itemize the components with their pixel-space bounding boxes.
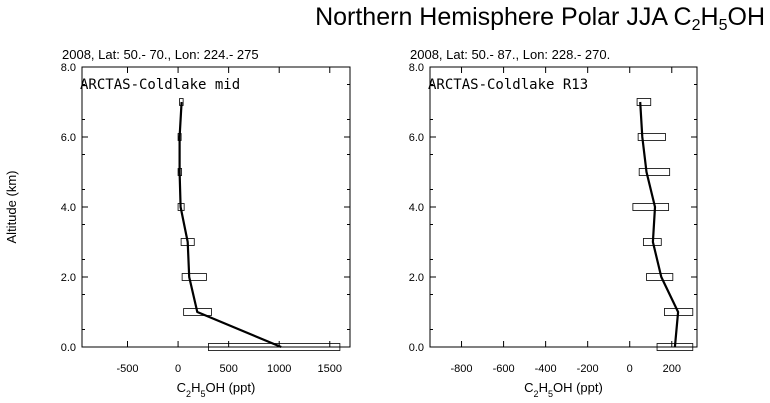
panel1-y-tick-label: 4.0 <box>61 202 76 214</box>
panel1-x-axis-label: C2H5OH (ppt) <box>177 380 256 399</box>
panel1-x-tick-label: 0 <box>175 363 181 375</box>
panel2-x-tick-label: 0 <box>627 363 633 375</box>
panel2-annotation: ARCTAS-Coldlake R13 <box>428 77 588 93</box>
panel2-x-tick-label: -400 <box>535 363 557 375</box>
panel1-x-tick-label: 500 <box>219 363 237 375</box>
panel2-y-tick-label: 2.0 <box>409 272 424 284</box>
panel1-subtitle: 2008, Lat: 50.- 70., Lon: 224.- 275 <box>62 47 259 62</box>
panel2-x-tick-label: -200 <box>577 363 599 375</box>
panel2-x-tick-label: -800 <box>451 363 473 375</box>
panel1-y-tick-label: 0.0 <box>61 342 76 354</box>
panel1-y-axis-label: Altitude (km) <box>4 171 19 244</box>
panel1-plot-frame <box>81 66 351 348</box>
panel1-annotation: ARCTAS-Coldlake mid <box>80 77 240 93</box>
panel2-x-tick-label: 200 <box>663 363 681 375</box>
panel2-range-box <box>632 203 670 211</box>
panel2-profile-line <box>639 101 680 348</box>
panel2-y-tick-label: 6.0 <box>409 132 424 144</box>
panel1-range-box <box>181 273 207 281</box>
panel2-y-tick-label: 4.0 <box>409 202 424 214</box>
panel2-plot-frame <box>429 66 698 348</box>
panel2-y-tick-label: 0.0 <box>409 342 424 354</box>
panel2-y-tick-label: 8.0 <box>409 62 424 74</box>
panel1-x-tick-label: 1500 <box>318 363 342 375</box>
panel2-range-box <box>636 98 652 106</box>
panel1-x-tick-label: -500 <box>116 363 138 375</box>
panel2-x-axis-label: C2H5OH (ppt) <box>524 380 603 399</box>
panel1-y-tick-label: 8.0 <box>61 62 76 74</box>
panel2-x-tick-label: -600 <box>493 363 515 375</box>
panel1-profile-line <box>178 101 282 349</box>
panel1-y-tick-label: 6.0 <box>61 132 76 144</box>
panel2-subtitle: 2008, Lat: 50.- 87., Lon: 228.- 270. <box>410 47 610 62</box>
figure-title: Northern Hemisphere Polar JJA C2H5OH <box>315 3 765 34</box>
panel2-range-box <box>638 168 671 176</box>
panel2-range-box <box>637 133 666 141</box>
panel1-y-tick-label: 2.0 <box>61 272 76 284</box>
panel1-x-tick-label: 1000 <box>267 363 291 375</box>
